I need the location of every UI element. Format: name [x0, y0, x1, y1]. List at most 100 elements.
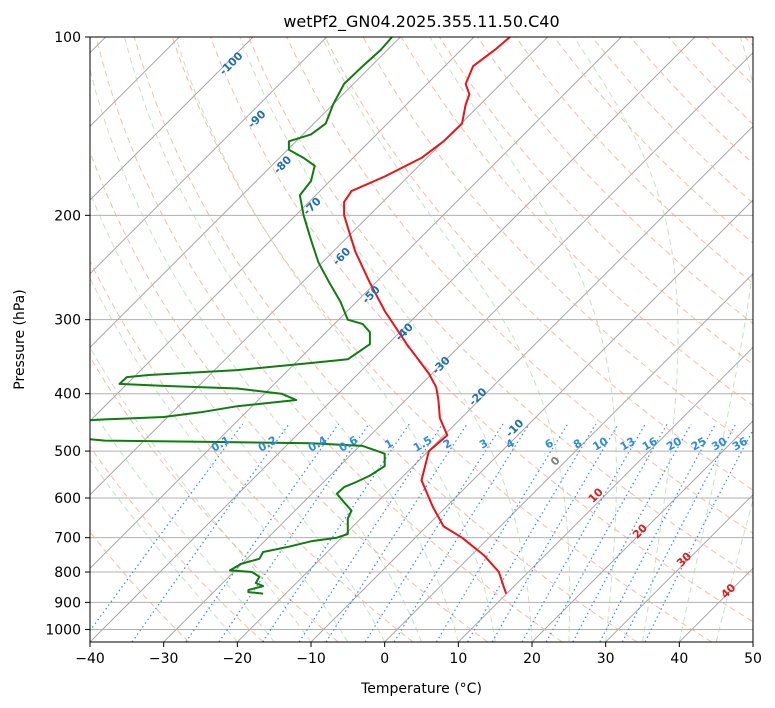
- plot-frame: [89, 36, 754, 643]
- dry-adiabat-line: [438, 37, 753, 366]
- dry-adiabat-line: [90, 445, 264, 642]
- isotherm-line: [678, 567, 753, 642]
- x-tick-label: 40: [670, 651, 688, 667]
- x-tick-label: −30: [149, 651, 179, 667]
- grid-layer: [90, 37, 753, 642]
- y-tick-label: 800: [54, 565, 81, 581]
- isotherm-line: [90, 37, 696, 642]
- mixing-ratio-line: [218, 423, 370, 642]
- mixing-ratio-line: [545, 423, 668, 642]
- dry-adiabat-line: [90, 150, 488, 642]
- mixing-ratio-label: 2: [441, 437, 454, 452]
- mixing-ratio-line: [644, 428, 753, 642]
- isoline-label-layer: 0.1 0.2 0.4 0.6 1 1.5 2 3 4 6 8 10 13 16 20 25 30 36-100-…: [209, 49, 750, 601]
- moist-adiabat-line: [90, 346, 312, 642]
- dry-adiabat-line: [95, 37, 563, 642]
- isotherm-label: -80: [271, 153, 294, 176]
- mixing-ratio-line: [364, 423, 504, 642]
- moist-adiabat-line: [239, 37, 533, 642]
- isotherm-line: [457, 346, 753, 642]
- mixing-ratio-line: [466, 423, 597, 642]
- y-axis-label: Pressure (hPa): [12, 289, 28, 389]
- x-tick-label: −10: [296, 651, 326, 667]
- isotherm-label: -100: [217, 49, 246, 78]
- dry-adiabat-line: [133, 37, 638, 642]
- mixing-ratio-line: [131, 423, 290, 642]
- isotherm-label: 40: [718, 581, 738, 601]
- dry-adiabat-line: [171, 37, 712, 642]
- isotherm-line: [384, 272, 753, 642]
- isotherm-label: -10: [503, 416, 526, 439]
- moist-adiabat-line: [321, 37, 571, 642]
- mixing-ratio-line: [262, 423, 410, 642]
- isotherm-line: [236, 125, 753, 642]
- y-tick-label: 1000: [45, 622, 81, 638]
- isotherm-line: [90, 37, 475, 422]
- mixing-ratio-line: [435, 423, 569, 642]
- dry-adiabat-line: [90, 259, 414, 642]
- x-tick-label: 0: [380, 651, 389, 667]
- isotherm-line: [90, 37, 254, 201]
- mixing-ratio-line: [298, 423, 444, 642]
- dry-adiabat-line: [286, 37, 753, 534]
- moist-adiabat-line: [90, 190, 386, 642]
- dry-adiabat-line: [90, 356, 339, 642]
- x-axis-label: Temperature (°C): [360, 681, 482, 697]
- dry-adiabat-line: [744, 37, 753, 47]
- y-tick-label: 600: [54, 491, 81, 507]
- mixing-ratio-label: 6: [543, 436, 556, 451]
- isotherm-line: [90, 37, 328, 275]
- x-tick-label: 30: [597, 651, 615, 667]
- mixing-ratio-line: [491, 423, 619, 642]
- isotherm-label: 20: [630, 521, 650, 541]
- moist-adiabat-line: [678, 37, 753, 642]
- x-tick-label: −40: [75, 651, 105, 667]
- isotherm-label: -40: [393, 320, 416, 343]
- tick-layer: −40 −30 −20 −10 0 10 20 30 40 50 100 200 300 400 500 60…: [45, 30, 762, 667]
- isotherm-label: 30: [674, 549, 694, 569]
- moist-adiabat-line: [175, 37, 496, 642]
- chart-title: wetPf2_GN04.2025.355.11.50.C40: [283, 12, 559, 32]
- moist-adiabat-line: [715, 498, 753, 642]
- isotherm-line: [163, 51, 753, 642]
- x-tick-label: 50: [744, 651, 762, 667]
- isotherm-line: [752, 641, 753, 642]
- isotherm-line: [90, 37, 401, 349]
- y-tick-label: 300: [54, 313, 81, 329]
- series-layer: [90, 37, 511, 595]
- isotherm-line: [90, 37, 622, 570]
- moist-adiabat-line: [90, 67, 422, 642]
- y-tick-label: 900: [54, 595, 81, 611]
- mixing-ratio-line: [185, 423, 340, 642]
- moist-adiabat-line: [573, 37, 679, 642]
- isotherm-label: -90: [245, 107, 268, 130]
- moist-adiabat-line: [429, 37, 617, 642]
- y-tick-label: 100: [54, 30, 81, 46]
- y-tick-label: 200: [54, 208, 81, 224]
- isotherm-line: [531, 420, 753, 642]
- dry-adiabat-line: [210, 37, 753, 623]
- dry-adiabat-line: [248, 37, 753, 578]
- y-tick-label: 700: [54, 531, 81, 547]
- dry-adiabat-line: [553, 37, 753, 244]
- x-tick-label: −20: [223, 651, 253, 667]
- isotherm-label: 10: [586, 485, 606, 505]
- mixing-ratio-line: [599, 423, 717, 642]
- x-tick-label: 20: [523, 651, 541, 667]
- dry-adiabat-line: [90, 531, 190, 642]
- dewpoint-profile-line: [90, 37, 393, 595]
- y-tick-label: 400: [54, 387, 81, 403]
- mixing-ratio-line: [90, 423, 244, 632]
- x-tick-label: 10: [449, 651, 467, 667]
- dry-adiabat-line: [515, 37, 753, 284]
- moist-adiabat-line: [124, 37, 459, 642]
- isotherm-label: -60: [330, 245, 353, 268]
- y-tick-label: 500: [54, 444, 81, 460]
- dry-adiabat-line: [706, 37, 753, 86]
- isotherm-label: -20: [466, 385, 489, 408]
- moist-adiabat-line: [90, 458, 238, 642]
- temperature-profile-line: [343, 37, 511, 594]
- dry-adiabat-line: [324, 37, 753, 491]
- moist-adiabat-line: [90, 277, 349, 642]
